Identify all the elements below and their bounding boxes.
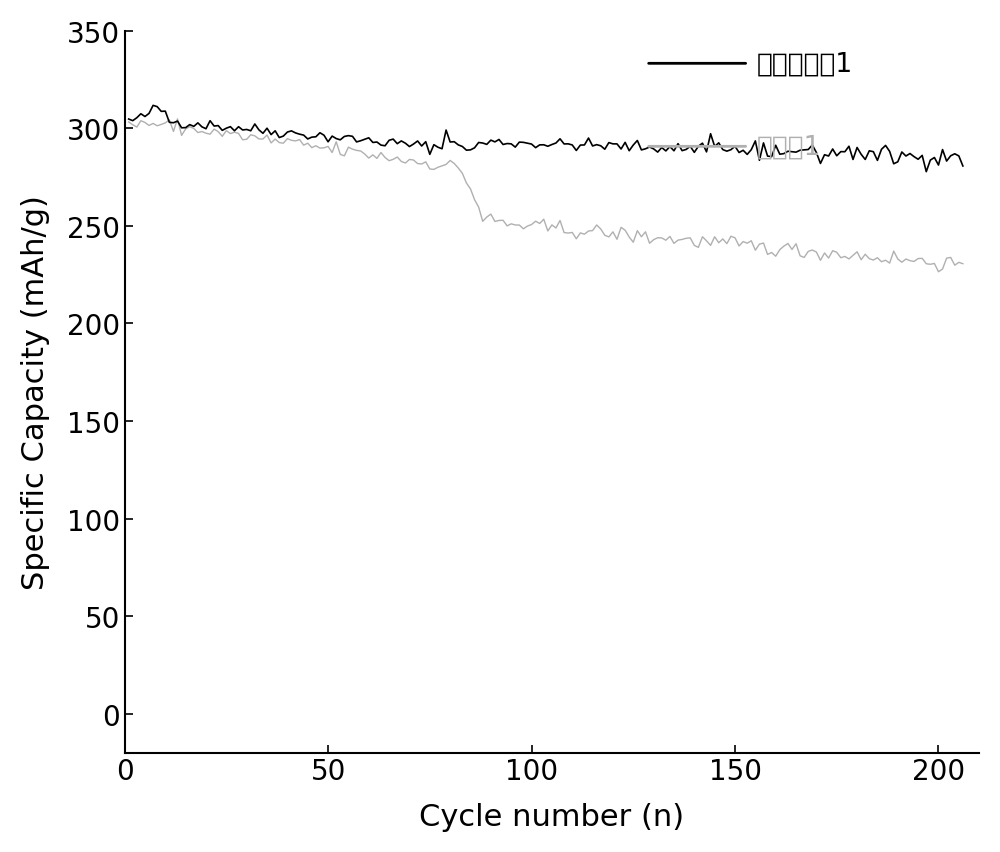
- X-axis label: Cycle number (n): Cycle number (n): [419, 803, 684, 832]
- Text: 对比例1: 对比例1: [757, 134, 821, 160]
- Y-axis label: Specific Capacity (mAh/g): Specific Capacity (mAh/g): [21, 195, 50, 590]
- Text: 应用实施例1: 应用实施例1: [757, 51, 853, 78]
